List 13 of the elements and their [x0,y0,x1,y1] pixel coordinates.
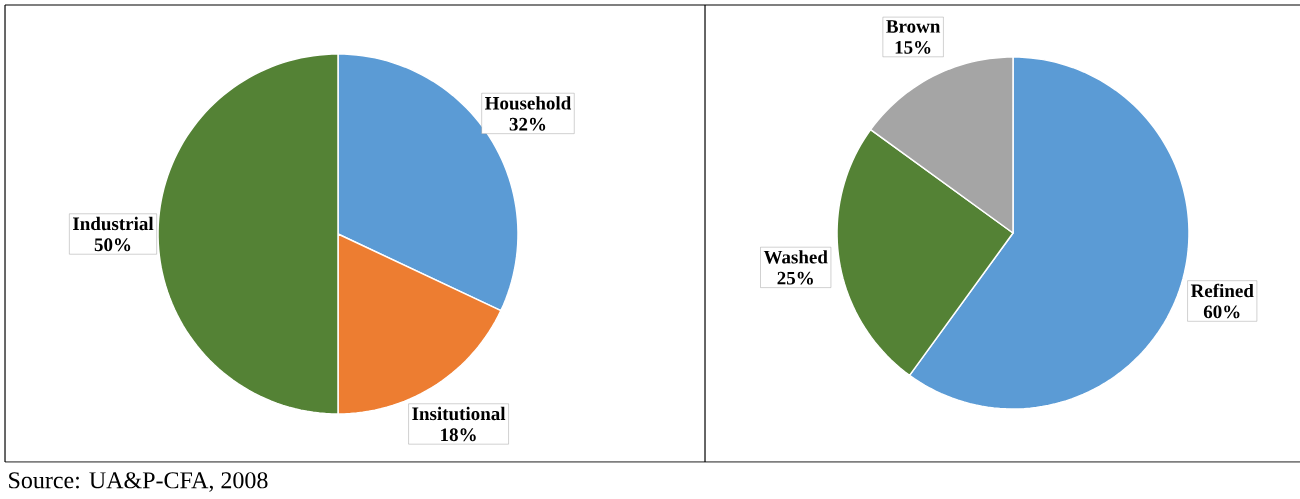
data-label: 50% [94,238,131,252]
slice-label: Washed [763,250,828,264]
slice-label: Insitutional [412,406,506,421]
data-label: 18% [441,428,476,442]
source-note: Source: UA&P-CFA, 2008 [9,472,268,492]
slice-label: Brown [886,20,941,33]
data-label: 60% [1203,305,1240,319]
slice-label: Industrial [73,216,154,231]
data-label: 15% [895,40,931,54]
data-label: 25% [777,271,813,285]
slice-label: Household [485,96,572,110]
data-label: 32% [509,117,546,131]
slice-label: Refined [1190,283,1254,298]
